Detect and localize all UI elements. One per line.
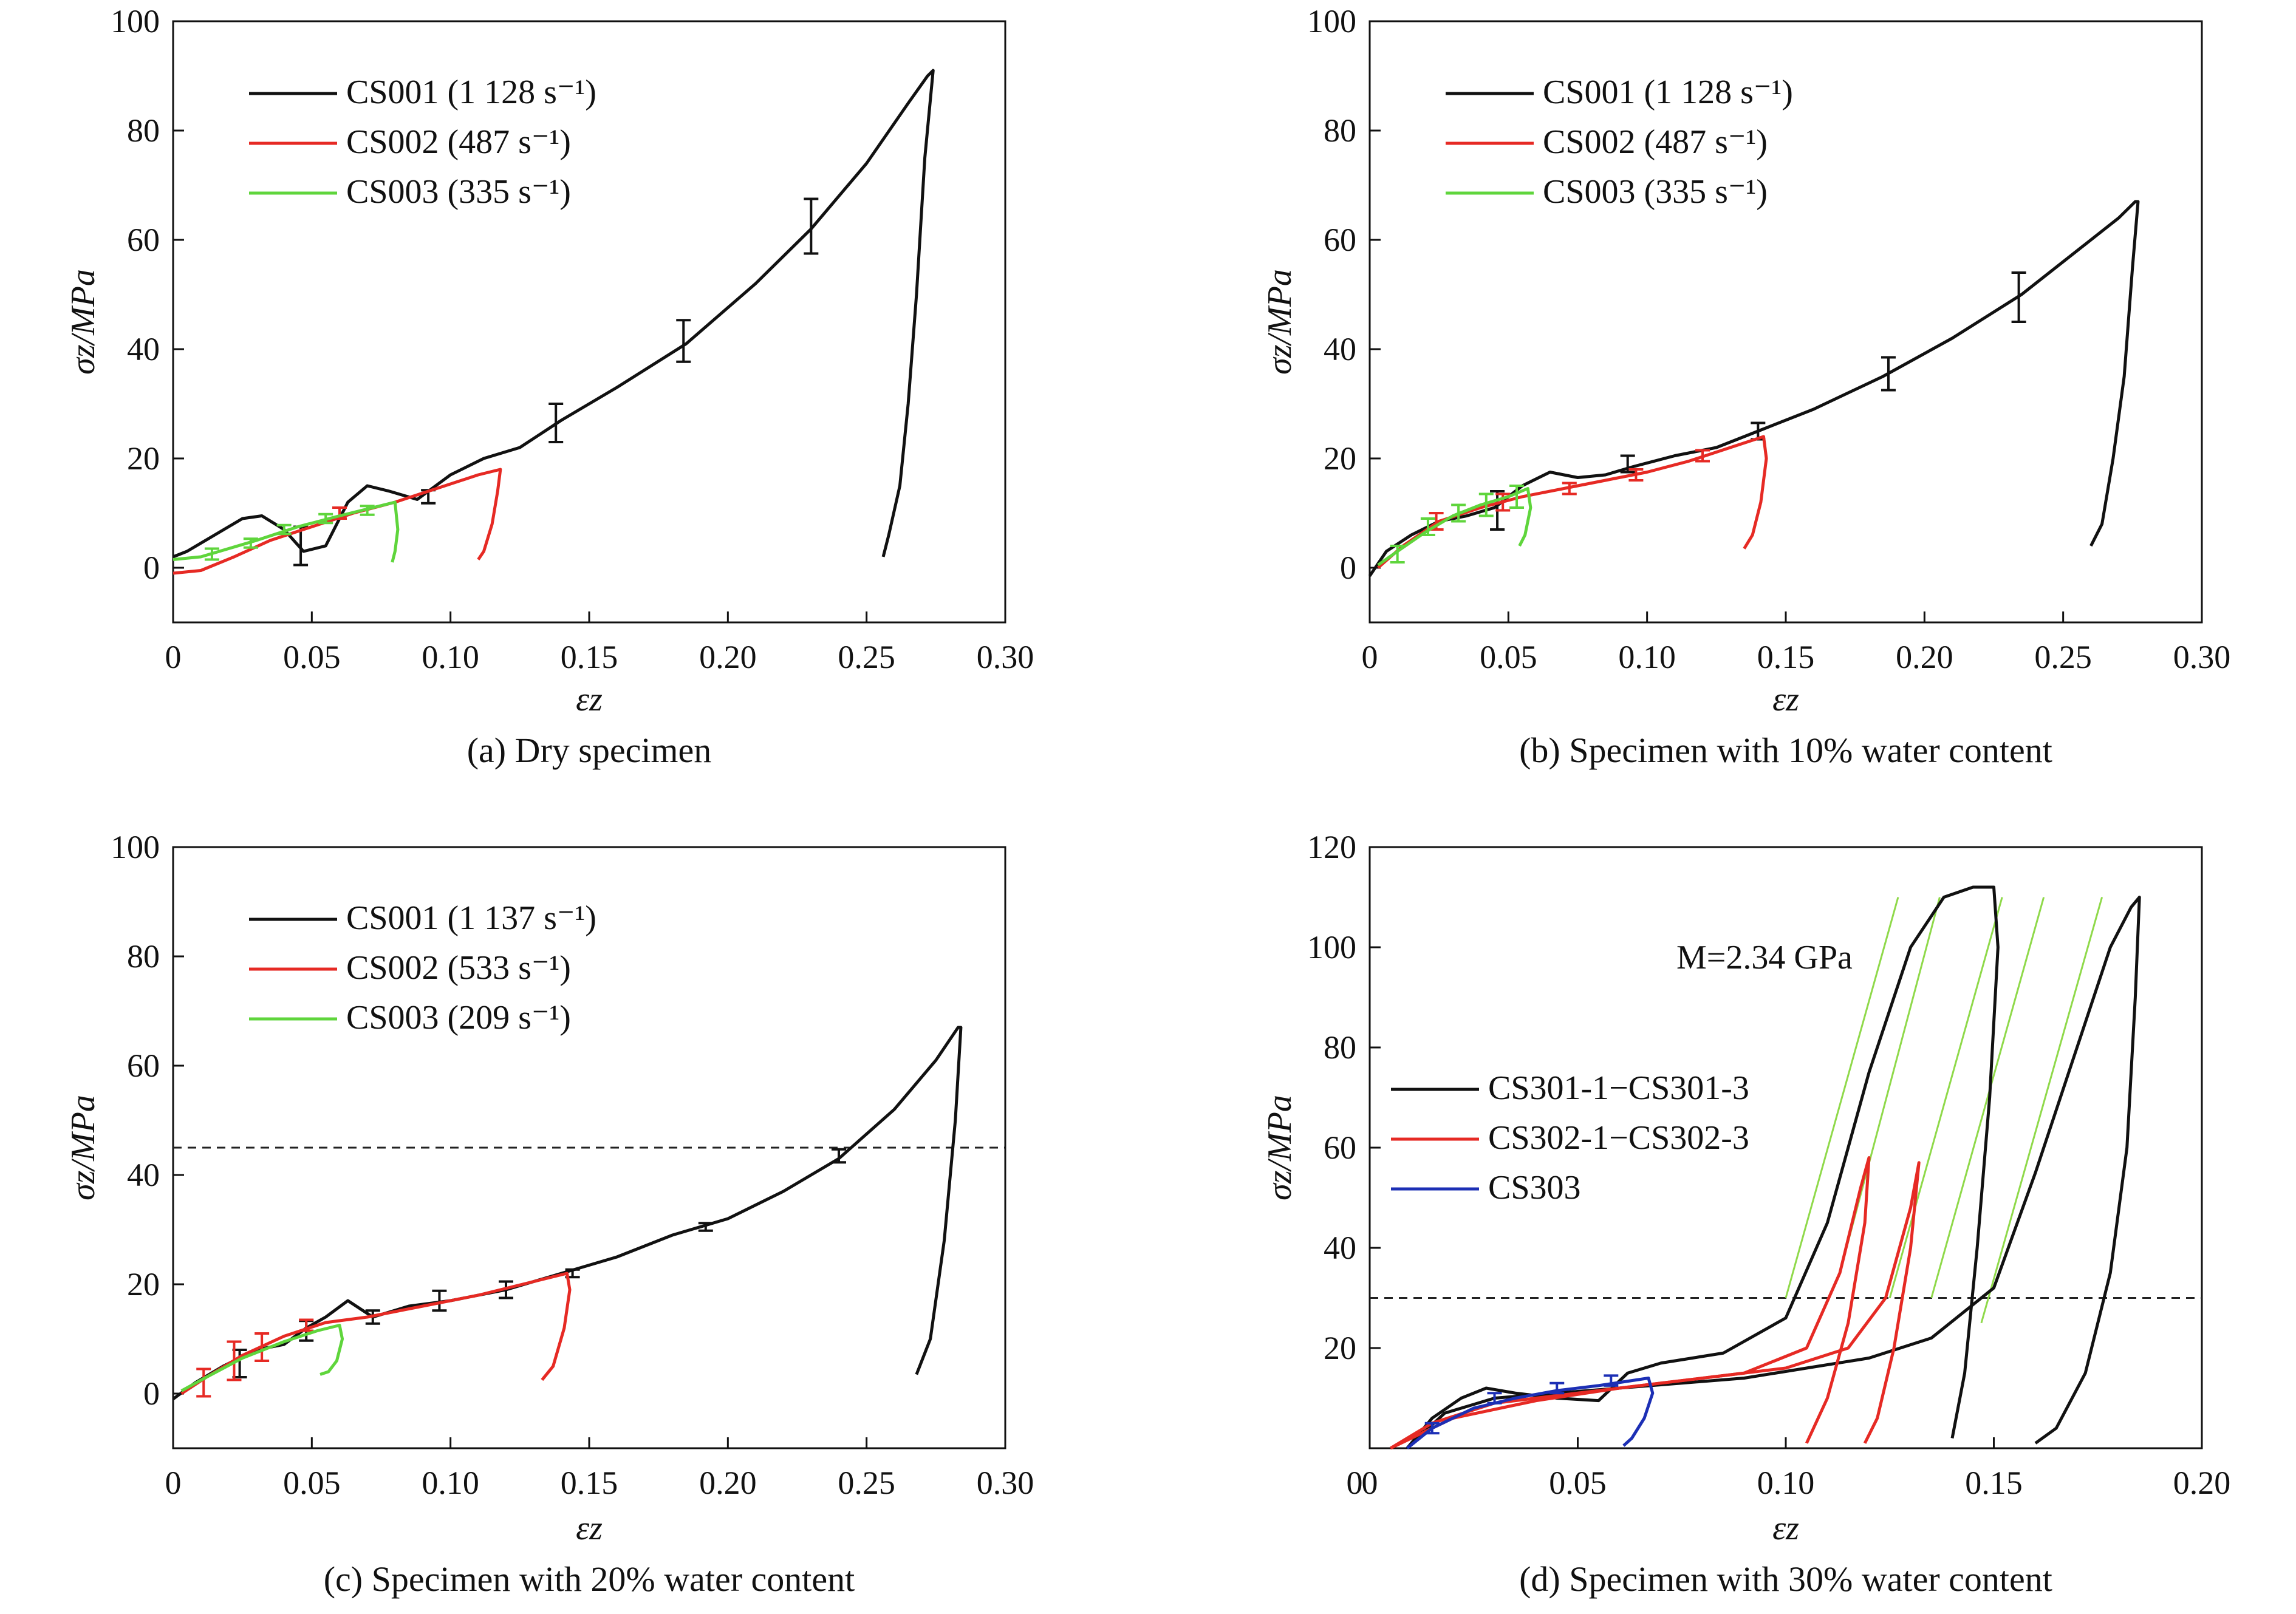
legend-label: CS002 (487 s⁻¹) [346, 123, 571, 161]
x-tick-label: 0 [1362, 1465, 1378, 1501]
series-line [1406, 885, 2000, 1449]
y-tick-label: 0 [143, 550, 160, 586]
legend-label: CS001 (1 137 s⁻¹) [346, 899, 596, 937]
x-tick-label: 0 [165, 639, 182, 675]
y-tick-label: 20 [127, 1266, 160, 1302]
series-line [172, 1026, 963, 1401]
series-line [1389, 1156, 1871, 1450]
x-axis-label: εz [1772, 1510, 1799, 1547]
panel-b: 0 0.05 0.10 0.15 0.20 0.25 0.30 0 20 40 60 80 100 εz σ… [1261, 3, 2230, 770]
x-tick-label: 0.05 [283, 1465, 341, 1501]
panel-caption: (a) Dry specimen [467, 730, 712, 770]
panel-a: 0 0.05 0.10 0.15 0.20 0.25 0.30 0 20 40 60 80 100 εz σ… [64, 3, 1034, 770]
x-tick-label: 0.20 [2173, 1465, 2231, 1501]
series-line [1377, 487, 1532, 567]
x-tick-label: 0.30 [2173, 639, 2231, 675]
y-tick-label: 40 [1324, 331, 1356, 367]
x-tick-label: 0.20 [699, 1465, 757, 1501]
modulus-guide-line [1980, 897, 2103, 1324]
x-tick-label: 0.05 [1549, 1465, 1607, 1501]
modulus-guide-line [1930, 897, 2045, 1298]
panel-c: 0 0.05 0.10 0.15 0.20 0.25 0.30 0 20 40 60 80 100 εz σ… [64, 829, 1034, 1599]
legend-label: CS303 [1488, 1169, 1581, 1207]
series-line [1406, 1377, 1655, 1449]
y-tick-label: 100 [111, 3, 160, 39]
y-tick-label: 40 [127, 1157, 160, 1193]
modulus-annotation: M=2.34 GPa [1676, 939, 1853, 976]
y-tick-label: 100 [1307, 3, 1356, 39]
x-tick-label: 0.25 [2034, 639, 2092, 675]
modulus-guide-line [1785, 897, 1899, 1298]
panel-caption: (d) Specimen with 30% water content [1519, 1559, 2052, 1599]
legend-label: CS001 (1 128 s⁻¹) [346, 73, 596, 111]
legend-label: CS003 (335 s⁻¹) [346, 173, 571, 211]
x-tick-label: 0.30 [977, 1465, 1034, 1501]
x-tick-label: 0.15 [561, 639, 618, 675]
y-axis-label: σz/MPa [1261, 269, 1299, 375]
legend-label: CS003 (335 s⁻¹) [1543, 173, 1768, 211]
y-tick-label: 20 [127, 440, 160, 477]
x-tick-label: 0.05 [283, 639, 341, 675]
legend-label: CS002 (487 s⁻¹) [1543, 123, 1768, 161]
series-line [173, 468, 502, 575]
legend-label: CS301-1−CS301-3 [1488, 1069, 1749, 1107]
y-axis-label: σz/MPa [64, 1095, 102, 1200]
y-tick-label: 20 [1324, 440, 1356, 477]
modulus-guide-line [1888, 897, 2003, 1298]
y-tick-label: 0 [1340, 550, 1356, 586]
series-line [1368, 200, 2140, 577]
series-line [180, 1324, 344, 1392]
panel-caption: (c) Specimen with 20% water content [324, 1559, 855, 1599]
x-tick-label: 0.15 [1965, 1465, 2023, 1501]
x-tick-label: 0.20 [699, 639, 757, 675]
y-tick-label: 80 [1324, 1029, 1356, 1066]
x-tick-label: 0 [1362, 639, 1378, 675]
x-axis-label: εz [1772, 681, 1799, 718]
x-tick-label: 0.10 [422, 639, 479, 675]
y-tick-label: 80 [1324, 112, 1356, 149]
y-tick-label: 80 [127, 112, 160, 149]
panel-caption: (b) Specimen with 10% water content [1519, 730, 2052, 770]
legend-label: CS001 (1 128 s⁻¹) [1543, 73, 1793, 111]
x-tick-label: 0.10 [422, 1465, 479, 1501]
series-line [1390, 1161, 1921, 1450]
y-tick-label: 60 [127, 222, 160, 258]
x-tick-label: 0 [165, 1465, 182, 1501]
x-axis-label: εz [576, 1510, 603, 1547]
y-axis-label: σz/MPa [64, 269, 102, 375]
y-axis-label: σz/MPa [1261, 1095, 1299, 1200]
x-tick-label: 0.05 [1480, 639, 1537, 675]
y-tick-label: 100 [111, 829, 160, 865]
series-line [173, 500, 400, 563]
y-tick-label: 60 [127, 1047, 160, 1084]
y-tick-label: 0 [143, 1375, 160, 1412]
x-tick-label: 0.15 [561, 1465, 618, 1501]
y-tick-label: 80 [127, 938, 160, 975]
x-tick-label: 0.10 [1757, 1465, 1815, 1501]
legend-label: CS003 (209 s⁻¹) [346, 999, 571, 1037]
y-tick-label: 120 [1307, 829, 1356, 865]
x-tick-label: 0.25 [838, 639, 895, 675]
x-tick-label: 0.30 [977, 639, 1034, 675]
x-tick-label: 0.20 [1896, 639, 1953, 675]
series-line [180, 1272, 572, 1395]
x-origin-label: 0 [1347, 1465, 1363, 1501]
y-tick-label: 40 [1324, 1230, 1356, 1266]
series-line [173, 69, 935, 559]
x-tick-label: 0.10 [1618, 639, 1676, 675]
y-tick-label: 60 [1324, 1129, 1356, 1166]
y-tick-label: 40 [127, 331, 160, 367]
plot-frame [1368, 20, 2203, 624]
series-line [1377, 435, 1768, 569]
y-tick-label: 60 [1324, 222, 1356, 258]
y-tick-label: 20 [1324, 1330, 1356, 1366]
x-axis-label: εz [576, 681, 603, 718]
legend-label: CS002 (533 s⁻¹) [346, 949, 571, 987]
panel-d: 0 0.05 0.10 0.15 0.20 20 40 60 80 100 120 0 εz σz/MPa… [1261, 829, 2230, 1599]
x-tick-label: 0.15 [1757, 639, 1815, 675]
legend-label: CS302-1−CS302-3 [1488, 1119, 1749, 1157]
y-tick-label: 100 [1307, 929, 1356, 965]
x-tick-label: 0.25 [838, 1465, 895, 1501]
